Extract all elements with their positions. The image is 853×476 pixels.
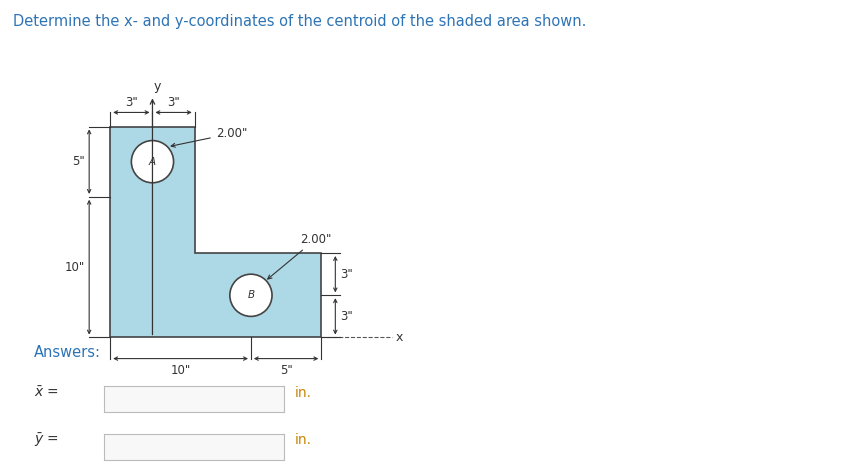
Circle shape (229, 274, 272, 317)
Text: 3": 3" (167, 96, 180, 109)
Text: $\bar{y}$ =: $\bar{y}$ = (34, 431, 59, 449)
Text: 2.00": 2.00" (268, 233, 331, 279)
Text: i: i (92, 392, 97, 406)
Text: i: i (92, 440, 97, 454)
Text: 3": 3" (339, 310, 352, 323)
Text: B: B (247, 290, 254, 300)
Text: in.: in. (294, 433, 311, 447)
Text: $\bar{x}$ =: $\bar{x}$ = (34, 385, 59, 400)
Text: 5": 5" (280, 364, 292, 377)
Text: x: x (395, 331, 403, 344)
Text: in.: in. (294, 386, 311, 400)
Text: 3": 3" (339, 268, 352, 281)
Text: A: A (148, 157, 156, 167)
Text: 5": 5" (73, 155, 84, 168)
Text: 10": 10" (171, 364, 190, 377)
Text: 10": 10" (65, 261, 84, 274)
Polygon shape (110, 127, 321, 337)
Text: 3": 3" (125, 96, 137, 109)
Text: y: y (154, 80, 161, 93)
Text: 2.00": 2.00" (171, 127, 247, 147)
Text: Determine the x- and y-coordinates of the centroid of the shaded area shown.: Determine the x- and y-coordinates of th… (13, 14, 585, 30)
Circle shape (131, 140, 173, 183)
Text: Answers:: Answers: (34, 345, 101, 360)
